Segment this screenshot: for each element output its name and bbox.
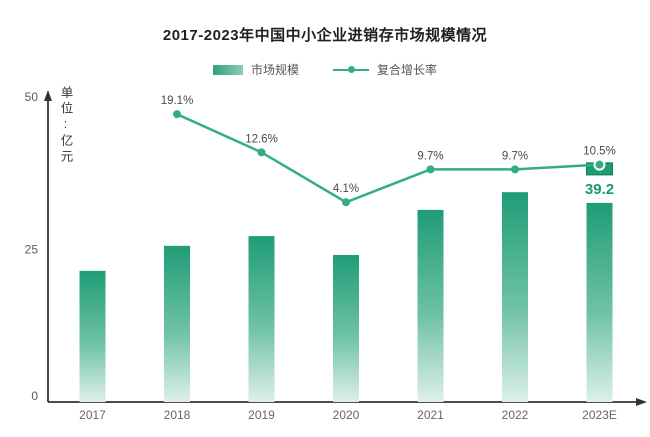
bar-2020 bbox=[333, 254, 359, 402]
y-tick-label-50: 50 bbox=[25, 90, 39, 104]
line-point-label-2021: 9.7% bbox=[417, 150, 443, 162]
line-point-2021 bbox=[426, 165, 435, 174]
line-point-label-2020: 4.1% bbox=[333, 183, 359, 195]
bar-2022 bbox=[502, 192, 528, 402]
y-axis-arrow-icon bbox=[44, 90, 52, 101]
x-axis-label-2019: 2019 bbox=[248, 408, 275, 422]
line-point-2019 bbox=[257, 148, 266, 157]
bar-2023E bbox=[586, 202, 613, 402]
x-axis-label-2022: 2022 bbox=[502, 408, 529, 422]
line-point-2022 bbox=[511, 165, 519, 174]
line-point-label-2018: 19.1% bbox=[161, 95, 194, 107]
legend-bar-swatch bbox=[212, 64, 243, 75]
growth-line bbox=[176, 113, 600, 204]
legend-line-swatch bbox=[333, 66, 369, 73]
line-point-label-2019: 12.6% bbox=[245, 133, 278, 145]
bar-value-label-2023E: 39.2 bbox=[585, 181, 614, 198]
line-point-2018 bbox=[173, 110, 181, 119]
bar-2019 bbox=[248, 236, 275, 402]
y-tick-label-25: 25 bbox=[25, 243, 39, 257]
x-axis-label-2021: 2021 bbox=[417, 408, 444, 422]
line-point-2023E bbox=[593, 158, 606, 171]
legend-line-dot-icon bbox=[347, 66, 355, 73]
y-axis-unit-label: 单位:亿元 bbox=[58, 86, 73, 165]
y-tick-label-0: 0 bbox=[31, 389, 38, 403]
chart-title: 2017-2023年中国中小企业进销存市场规模情况 bbox=[162, 27, 488, 44]
x-axis-arrow-icon bbox=[636, 398, 647, 406]
line-point-label-2022: 9.7% bbox=[502, 150, 528, 162]
line-point-label-2023E: 10.5% bbox=[583, 146, 616, 158]
x-axis-label-2018: 2018 bbox=[164, 408, 191, 422]
bar-2021 bbox=[417, 209, 444, 402]
x-axis-label-2017: 2017 bbox=[79, 408, 106, 422]
x-axis-label-2023E: 2023E bbox=[582, 408, 617, 422]
legend: 市场规模 复合增长率 bbox=[0, 61, 650, 78]
legend-line-label: 复合增长率 bbox=[377, 63, 438, 77]
line-point-2020 bbox=[342, 198, 350, 207]
x-axis-label-2020: 2020 bbox=[333, 408, 360, 422]
bar-2018 bbox=[164, 245, 190, 402]
bar-2017 bbox=[79, 270, 106, 402]
legend-bar-label: 市场规模 bbox=[250, 63, 299, 77]
